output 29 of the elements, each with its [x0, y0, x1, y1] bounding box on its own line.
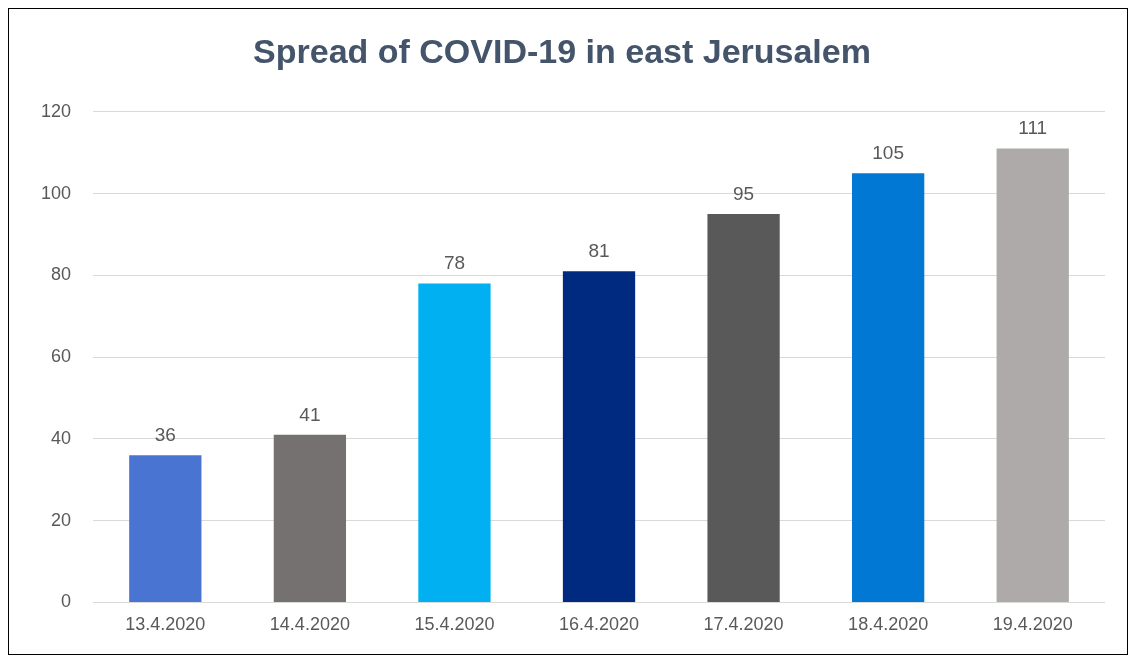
data-label: 95: [733, 182, 755, 204]
y-tick-label: 120: [40, 100, 72, 121]
bar: [707, 214, 780, 602]
y-tick-label: 20: [51, 509, 72, 530]
y-tick-label: 0: [61, 591, 72, 612]
data-label: 111: [1018, 117, 1048, 139]
x-tick-label: 15.4.2020: [414, 614, 495, 635]
x-tick-label: 13.4.2020: [125, 614, 206, 635]
bar: [852, 173, 925, 602]
chart-title: Spread of COVID-19 in east Jerusalem: [253, 31, 871, 70]
bar: [418, 283, 491, 602]
data-label: 105: [872, 141, 904, 163]
y-tick-label: 100: [40, 182, 72, 203]
data-label: 36: [154, 423, 176, 445]
x-tick-label: 17.4.2020: [703, 614, 784, 635]
bar: [996, 148, 1069, 602]
x-tick-label: 14.4.2020: [269, 614, 350, 635]
x-tick-label: 18.4.2020: [848, 614, 929, 635]
data-label: 41: [299, 403, 321, 425]
data-label: 81: [588, 239, 610, 261]
y-tick-label: 60: [51, 346, 72, 367]
bar: [129, 455, 202, 602]
y-tick-label: 80: [51, 264, 72, 285]
x-tick-label: 19.4.2020: [992, 614, 1073, 635]
data-label: 78: [443, 252, 466, 274]
bar: [273, 434, 347, 602]
y-tick-label: 40: [51, 427, 72, 448]
x-tick-label: 16.4.2020: [558, 614, 640, 635]
bar: [562, 271, 636, 602]
